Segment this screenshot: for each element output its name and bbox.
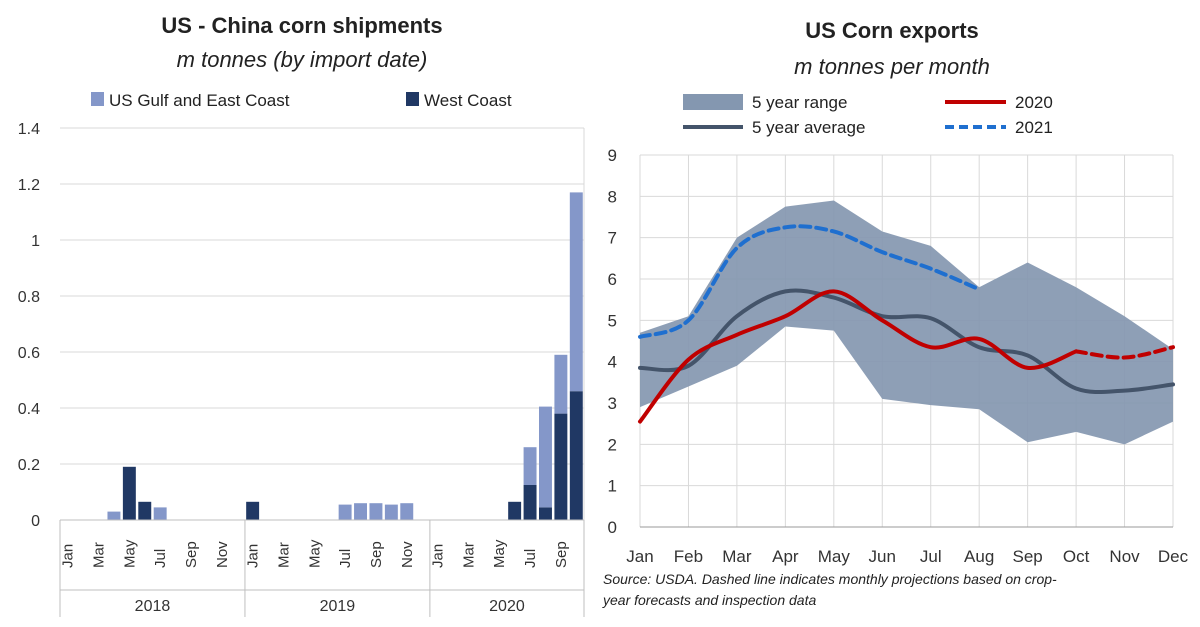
right-y-tick-label: 6 (608, 270, 617, 289)
left-x-year-label: 2020 (489, 598, 525, 615)
left-y-tick-label: 1.4 (18, 121, 40, 138)
legend-label-range: 5 year range (752, 93, 847, 112)
bar-segment (369, 503, 383, 520)
bar-segment (523, 485, 537, 520)
bar-segment (523, 447, 537, 485)
left-x-month-label: Sep (368, 541, 385, 568)
right-x-tick-label: Aug (964, 547, 994, 566)
left-x-month-label: Jan (430, 544, 447, 568)
right-y-tick-label: 1 (608, 477, 617, 496)
left-x-month-label: Mar (275, 542, 292, 568)
right-x-tick-label: Mar (722, 547, 752, 566)
left-x-month-label: May (491, 539, 508, 568)
source-note-line1: Source: USDA. Dashed line indicates mont… (603, 571, 1057, 587)
right-x-tick-label: Sep (1013, 547, 1043, 566)
left-y-tick-label: 0.6 (18, 345, 40, 362)
legend-swatch-west (406, 92, 419, 106)
bar-segment (508, 501, 522, 520)
right-chart-title: US Corn exports (805, 18, 979, 43)
left-chart-title: US - China corn shipments (161, 13, 442, 38)
series-line-5-year-average (638, 288, 1175, 395)
right-x-tick-label: Jan (626, 547, 653, 566)
left-x-axis: Jan Mar May Jul Sep Nov 2018 Jan Mar May Jul Sep Nov… (59, 519, 585, 617)
bar-segment (107, 511, 121, 520)
left-bars (107, 192, 583, 520)
legend-label-average: 5 year average (752, 118, 865, 137)
left-y-tick-label: 1.2 (18, 177, 40, 194)
right-y-axis-ticks: 0 1 2 3 4 5 6 7 8 9 (608, 146, 617, 537)
left-y-axis-ticks: 0 0.2 0.4 0.6 0.8 1 1.2 1.4 (18, 121, 40, 530)
left-y-tick-label: 0.2 (18, 457, 40, 474)
left-y-tick-label: 0.4 (18, 401, 40, 418)
right-x-tick-label: Apr (772, 547, 799, 566)
right-x-axis-ticks: Jan Feb Mar Apr May Jun Jul Aug Sep Oct Nov Dec (626, 547, 1188, 566)
legend-label-2021: 2021 (1015, 118, 1053, 137)
right-y-tick-label: 3 (608, 394, 617, 413)
source-note-line2: year forecasts and inspection data (602, 592, 816, 608)
right-x-tick-label: Dec (1158, 547, 1189, 566)
left-x-year-label: 2019 (320, 598, 356, 615)
five-year-range-area (640, 200, 1173, 445)
bar-segment (153, 507, 167, 520)
left-x-month-label: Sep (183, 541, 200, 568)
bar-segment (122, 466, 136, 520)
left-x-month-label: May (306, 539, 323, 568)
legend-label-west: West Coast (424, 91, 512, 110)
series-line-2020 (638, 289, 1079, 424)
right-y-tick-label: 2 (608, 435, 617, 454)
right-y-tick-label: 8 (608, 187, 617, 206)
left-y-tick-label: 0.8 (18, 289, 40, 306)
bar-segment (384, 504, 398, 520)
bar-segment (538, 507, 552, 520)
legend-swatch-gulf (91, 92, 104, 106)
bar-segment (138, 501, 152, 520)
left-x-month-label: Nov (214, 541, 231, 568)
right-range-area (640, 200, 1173, 445)
right-x-tick-label: May (818, 547, 851, 566)
left-x-month-label: Jan (60, 544, 77, 568)
legend-swatch-range (683, 94, 743, 110)
bar-segment (554, 413, 568, 520)
left-x-month-label: Jul (152, 549, 169, 568)
right-series-lines (638, 224, 1175, 424)
left-y-tick-label: 0 (31, 513, 40, 530)
bar-segment (400, 503, 414, 520)
legend-label-gulf: US Gulf and East Coast (109, 91, 290, 110)
left-y-tick-label: 1 (31, 233, 40, 250)
right-y-tick-label: 5 (608, 311, 617, 330)
right-y-tick-label: 4 (608, 353, 617, 372)
right-x-tick-label: Feb (674, 547, 703, 566)
bar-segment (354, 503, 368, 520)
right-x-tick-label: Nov (1109, 547, 1140, 566)
bar-segment (554, 354, 568, 414)
left-x-month-label: Mar (460, 542, 477, 568)
right-y-tick-label: 7 (608, 229, 617, 248)
left-chart-subtitle: m tonnes (by import date) (177, 47, 428, 72)
bar-segment (338, 504, 352, 520)
right-x-tick-label: Jul (920, 547, 942, 566)
bar-segment (538, 406, 552, 508)
bar-segment (569, 391, 583, 520)
right-x-tick-label: Oct (1063, 547, 1090, 566)
series-line-2021 (638, 224, 982, 339)
right-chart-subtitle: m tonnes per month (794, 54, 990, 79)
left-x-month-label: Jul (337, 549, 354, 568)
left-x-month-label: Sep (553, 541, 570, 568)
left-x-month-label: Jul (522, 549, 539, 568)
right-y-tick-label: 0 (608, 518, 617, 537)
series-line-2020-projection (1074, 345, 1175, 360)
left-x-month-label: May (121, 539, 138, 568)
right-y-tick-label: 9 (608, 146, 617, 165)
left-gridlines (60, 127, 585, 521)
bar-segment (246, 501, 260, 520)
left-x-month-label: Jan (245, 544, 262, 568)
left-x-year-label: 2018 (135, 598, 171, 615)
right-x-tick-label: Jun (869, 547, 896, 566)
bar-segment (569, 192, 583, 392)
legend-label-2020: 2020 (1015, 93, 1053, 112)
left-x-month-label: Nov (399, 541, 416, 568)
left-x-month-label: Mar (91, 542, 108, 568)
